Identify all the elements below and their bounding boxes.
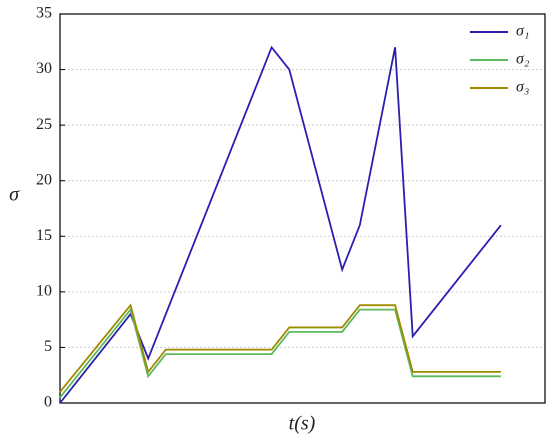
y-tick-label: 15 <box>36 227 52 244</box>
y-tick-label: 35 <box>36 5 52 22</box>
plot-frame <box>59 13 546 404</box>
y-tick-label: 5 <box>44 338 52 355</box>
line <box>59 307 501 399</box>
y-axis-label: σ <box>9 184 20 206</box>
legend-label: σ₂ <box>516 51 530 68</box>
y-tick-label: 25 <box>36 116 52 133</box>
line <box>59 45 502 404</box>
legend-label: σ₃ <box>516 79 529 96</box>
y-tick-label: 30 <box>36 60 52 77</box>
y-tick-label: 10 <box>36 283 52 300</box>
y-tick-label: 0 <box>44 394 52 411</box>
x-axis-label: t(s) <box>289 413 316 435</box>
y-tick-label: 20 <box>36 171 52 188</box>
legend-label: σ₁ <box>516 23 529 40</box>
line <box>59 303 501 393</box>
